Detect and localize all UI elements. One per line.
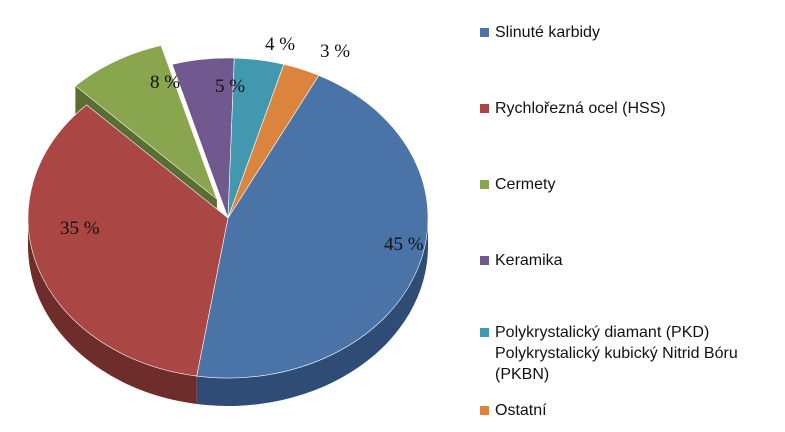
legend-label: Cermety — [495, 176, 556, 193]
slice-value-label: 4 % — [265, 34, 295, 55]
legend-swatch — [480, 180, 489, 189]
pie-side-wall — [28, 218, 197, 405]
legend-swatch — [480, 256, 489, 265]
legend-item-ostatni: Ostatní — [480, 400, 547, 421]
legend-label: Ostatní — [495, 402, 547, 419]
slice-value-label: 45 % — [384, 234, 424, 255]
legend-label: Polykrystalický diamant (PKD) Polykrysta… — [495, 324, 738, 383]
legend-item-pkd-pkbn: Polykrystalický diamant (PKD) Polykrysta… — [480, 322, 738, 385]
pie-slice — [196, 75, 429, 379]
legend-item-cermety: Cermety — [480, 174, 555, 195]
slice-value-label: 35 % — [60, 218, 100, 239]
legend-item-keramika: Keramika — [480, 250, 563, 271]
pie-side-wall — [196, 218, 428, 406]
legend-swatch — [480, 104, 489, 113]
legend-item-slinute-karbidy: Slinuté karbidy — [480, 22, 600, 43]
legend-swatch — [480, 328, 489, 337]
pie-slice — [27, 104, 229, 377]
legend-item-rychlorezna-ocel: Rychlořezná ocel (HSS) — [480, 98, 666, 119]
pie-slice — [74, 45, 218, 200]
legend-label: Slinuté karbidy — [495, 24, 600, 41]
legend-swatch — [480, 406, 489, 415]
slice-value-label: 5 % — [215, 76, 245, 97]
legend-label: Rychlořezná ocel (HSS) — [495, 100, 666, 117]
pie-slice — [227, 64, 320, 219]
slice-value-label: 3 % — [320, 41, 350, 62]
legend-label: Keramika — [495, 252, 563, 269]
legend-swatch — [480, 28, 489, 37]
slice-value-label: 8 % — [150, 72, 180, 93]
